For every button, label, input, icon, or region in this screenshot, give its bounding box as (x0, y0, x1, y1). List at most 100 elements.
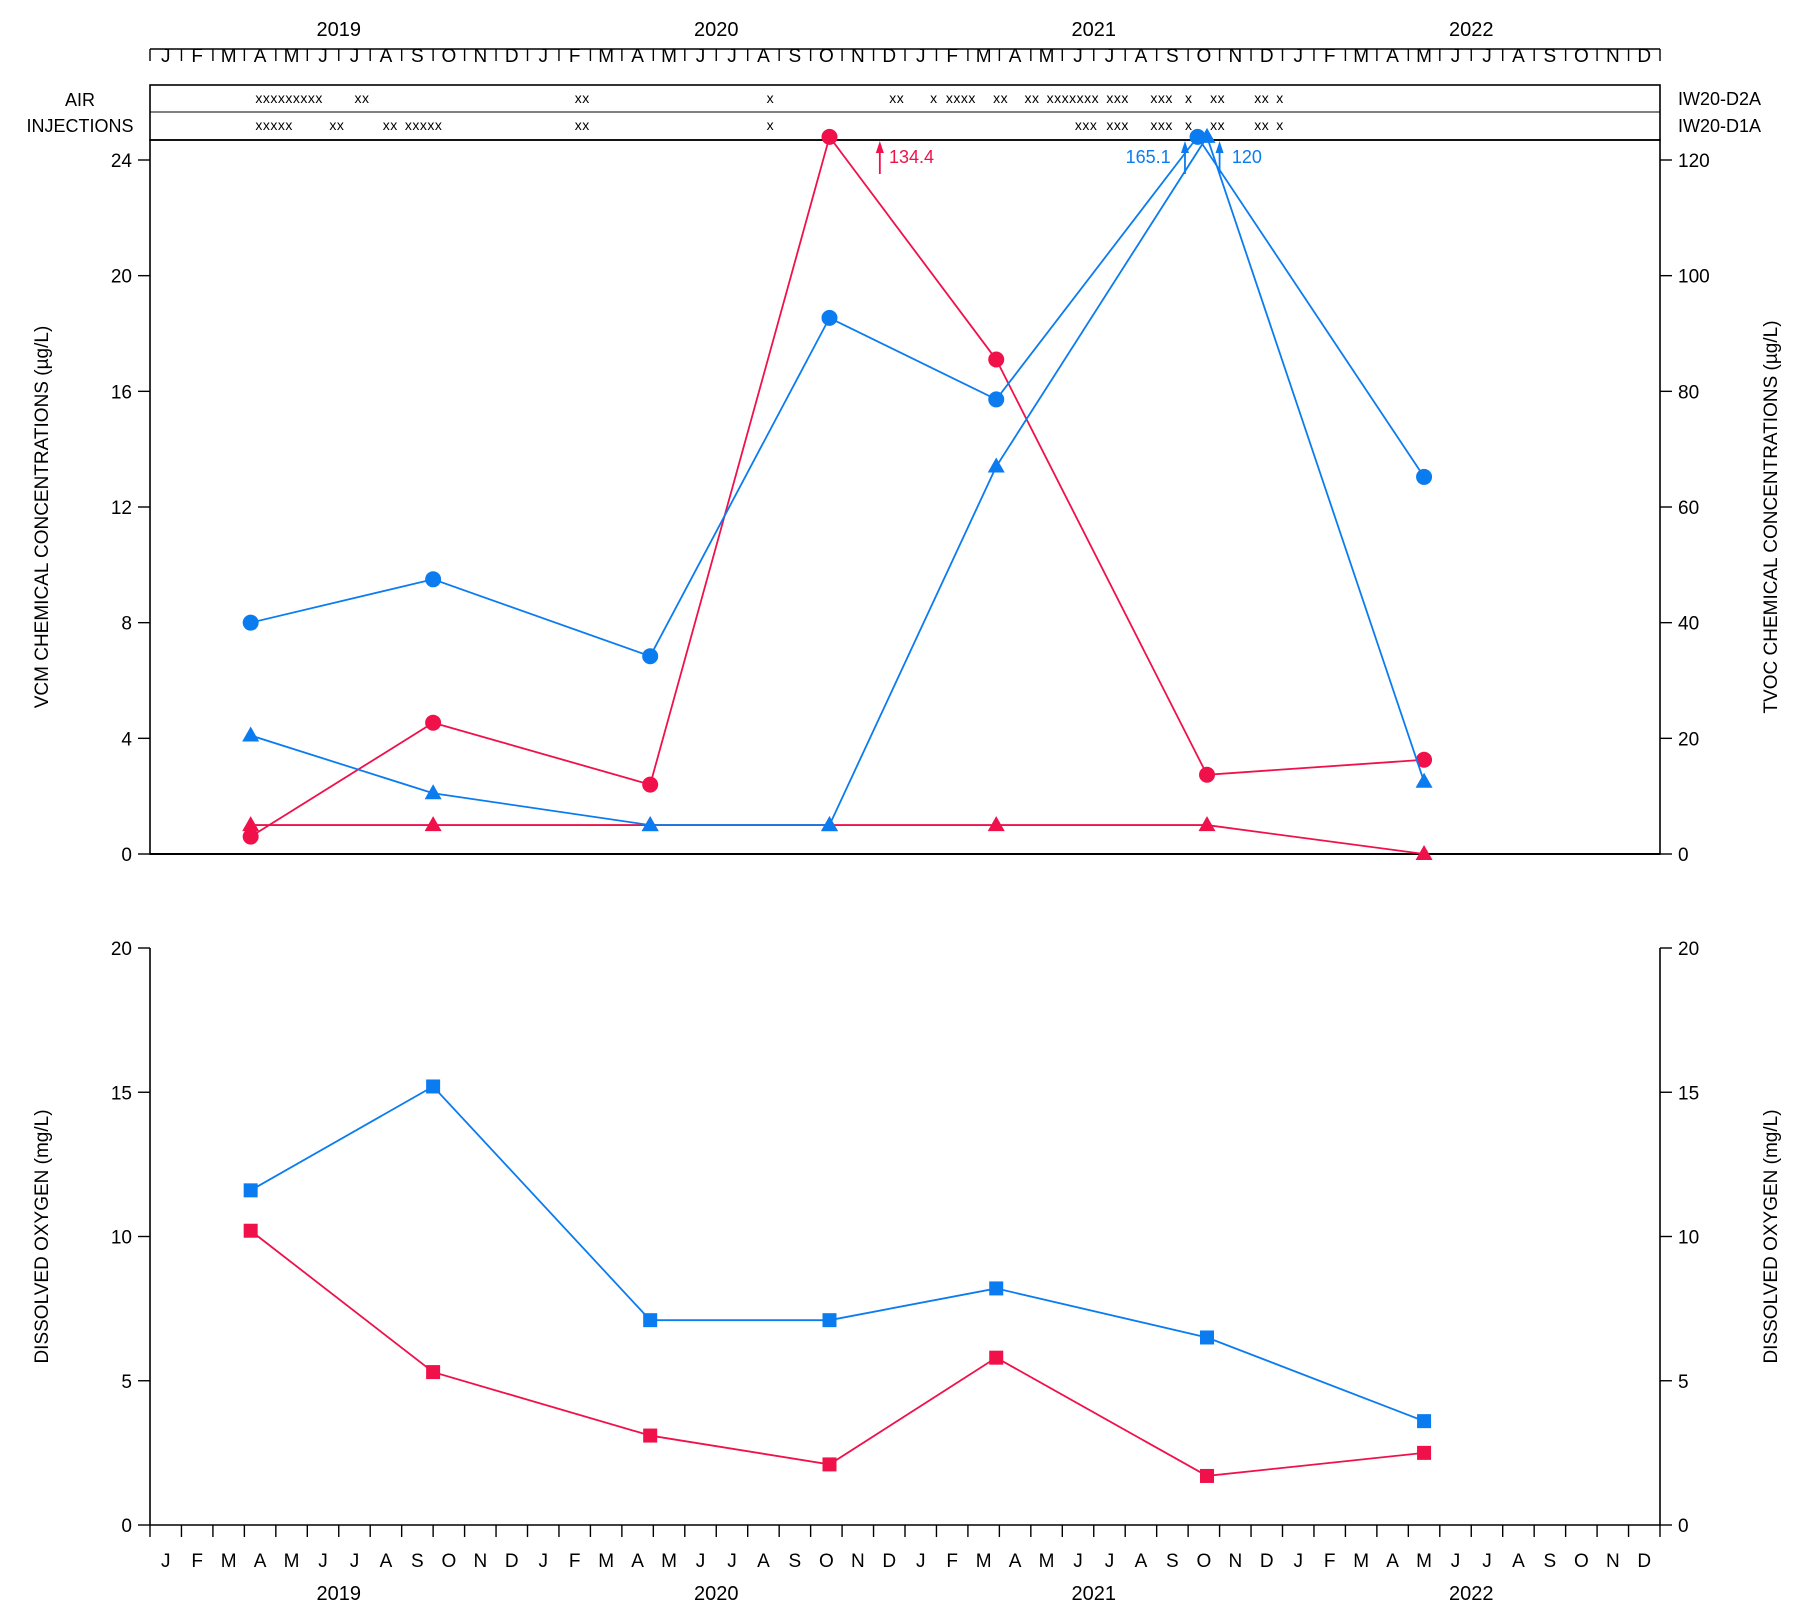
bottom-month-label: N (851, 1551, 865, 1572)
bottom-year-label: 2021 (1072, 1583, 1117, 1605)
top-month-label: J (538, 46, 548, 67)
top-month-label: J (350, 46, 360, 67)
oxygen-left-tick-label: 0 (121, 1516, 132, 1537)
tvoc-y-tick-label: 80 (1678, 382, 1699, 403)
bottom-month-label: F (569, 1551, 581, 1572)
oxygen-series-blue-square-marker (822, 1313, 837, 1328)
injection-mark: xx (1210, 117, 1225, 133)
bottom-month-label: M (598, 1551, 614, 1572)
injection-mark: x (1185, 90, 1193, 106)
bottom-month-label: J (1105, 1551, 1115, 1572)
top-month-label: N (1228, 46, 1242, 67)
injection-mark: xx (1025, 90, 1040, 106)
oxygen-series-blue-square-marker (426, 1079, 441, 1094)
oxygen-left-tick-label: 20 (111, 939, 132, 960)
injection-mark: xx (383, 117, 398, 133)
oxygen-series-red-square-marker (643, 1428, 658, 1443)
chemical-series-blue-circle-marker (821, 309, 838, 326)
top-month-label: D (1260, 46, 1274, 67)
top-year-label: 2019 (317, 19, 362, 41)
bottom-month-label: D (1637, 1551, 1651, 1572)
injections-title-line1: AIR (65, 90, 95, 110)
top-month-label: S (1166, 46, 1179, 67)
oxygen-axis-title-right: DISSOLVED OXYGEN (mg/L) (1761, 1109, 1782, 1363)
bottom-month-label: N (473, 1551, 487, 1572)
bottom-month-label: J (1482, 1551, 1492, 1572)
injection-mark: xxxxxxxxx (255, 90, 323, 106)
oxygen-series-red-square-marker (1200, 1468, 1214, 1483)
tvoc-y-tick-label: 0 (1678, 845, 1689, 866)
bottom-month-label: J (350, 1551, 360, 1572)
top-month-label: D (1637, 46, 1651, 67)
offscale-value-label: 134.4 (889, 147, 934, 167)
chemical-series-blue-circle-marker (988, 391, 1005, 408)
chemical-panel-frame (149, 139, 1661, 855)
top-year-label: 2020 (694, 19, 739, 41)
vcm-y-tick-label: 4 (121, 729, 132, 750)
chemical-series-blue-triangle-marker (242, 726, 260, 742)
tvoc-y-tick-label: 120 (1678, 151, 1710, 172)
oxygen-panel-area (150, 948, 1660, 1525)
bottom-month-label: M (976, 1551, 992, 1572)
bottom-month-label: A (254, 1551, 267, 1572)
top-month-label: S (789, 46, 802, 67)
top-month-label: N (851, 46, 865, 67)
chemical-concentrations-panel: 0 4 8 12 16 20 24 0 20 40 60 80 100 120 VCM CHEMICAL C… (32, 139, 1782, 866)
top-month-label: M (221, 46, 237, 67)
injection-well-label: IW20-D2A (1678, 89, 1761, 109)
injection-mark: x (1276, 117, 1284, 133)
bottom-month-label: S (1544, 1551, 1557, 1572)
vcm-y-tick-label: 16 (111, 382, 132, 403)
bottom-month-label: N (1606, 1551, 1620, 1572)
offscale-arrow-head (1180, 141, 1189, 153)
chemical-series-red-triangle-marker (242, 816, 260, 832)
injection-mark: xxxxx (405, 117, 443, 133)
top-month-label: A (1009, 46, 1022, 67)
bottom-month-label: J (727, 1551, 737, 1572)
bottom-month-label: M (284, 1551, 300, 1572)
oxygen-left-tick-label: 10 (111, 1228, 132, 1249)
chemical-series-red-triangle-marker (1198, 816, 1216, 832)
oxygen-axis-title-left: DISSOLVED OXYGEN (mg/L) (32, 1109, 53, 1363)
top-month-label: M (1353, 46, 1369, 67)
top-month-label: M (661, 46, 677, 67)
injection-mark: xx (354, 90, 369, 106)
bottom-month-label: F (191, 1551, 203, 1572)
chemical-series-blue-triangle-marker (1198, 127, 1216, 143)
top-month-label: D (882, 46, 896, 67)
chemical-series-red-circle-marker (988, 351, 1005, 368)
top-month-label: J (696, 46, 706, 67)
top-month-label: O (1196, 46, 1211, 67)
top-month-label: D (505, 46, 519, 67)
bottom-month-label: N (1228, 1551, 1242, 1572)
top-month-label: J (1293, 46, 1303, 67)
oxygen-series-blue-square-marker (243, 1183, 258, 1198)
top-month-label: J (318, 46, 328, 67)
injection-mark: xxx (1075, 117, 1098, 133)
injection-mark: xx (1210, 90, 1225, 106)
top-month-label: F (1324, 46, 1336, 67)
tvoc-axis-title: TVOC CHEMICAL CONCENTRATIONS (µg/L) (1761, 320, 1782, 713)
oxygen-series-red-square-marker (243, 1223, 258, 1238)
injection-mark: xxxxx (255, 117, 293, 133)
oxygen-left-tick-label: 5 (121, 1372, 132, 1393)
bottom-month-label: S (789, 1551, 802, 1572)
top-month-label: J (727, 46, 737, 67)
top-month-label: O (441, 46, 456, 67)
oxygen-series-blue-square-marker (989, 1281, 1004, 1296)
top-month-label: M (1039, 46, 1055, 67)
top-month-label: A (380, 46, 393, 67)
injection-mark: xx (889, 90, 904, 106)
injection-mark: xxx (1150, 117, 1173, 133)
top-month-label: A (631, 46, 644, 67)
series-layer (242, 127, 1433, 1483)
chemical-series-red-triangle-marker (1415, 845, 1433, 860)
bottom-month-label: A (1386, 1551, 1399, 1572)
top-month-label: M (284, 46, 300, 67)
chemical-series-red-circle-marker (425, 714, 442, 731)
oxygen-right-tick-label: 0 (1678, 1516, 1689, 1537)
offscale-value-label: 120 (1232, 147, 1262, 167)
bottom-month-label: O (441, 1551, 456, 1572)
